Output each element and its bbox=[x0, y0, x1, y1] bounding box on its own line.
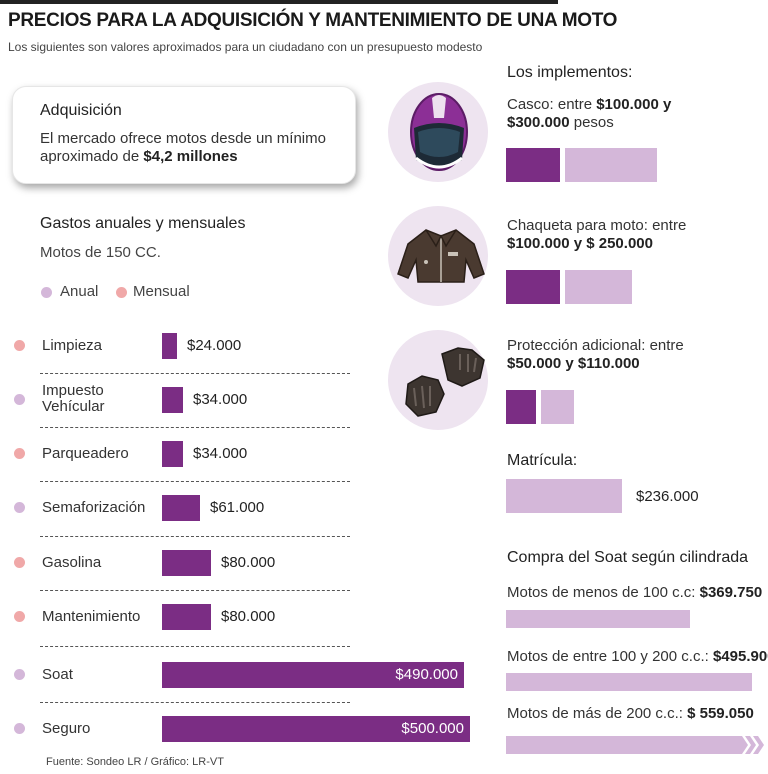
jacket-icon bbox=[397, 229, 485, 283]
gastos-title: Gastos anuales y mensuales bbox=[40, 215, 246, 232]
bar-label-soat: Soat bbox=[42, 666, 73, 683]
matricula-bar bbox=[506, 479, 622, 513]
period-dot-limpieza bbox=[14, 340, 25, 351]
period-dot-soat bbox=[14, 669, 25, 680]
soat-100-200-value: $495.900 bbox=[712, 648, 768, 665]
soat-100-200-text: Motos de entre 100 y 200 c.c.: bbox=[507, 648, 713, 665]
protection-text: Protección adicional: entre $50.000 y $11… bbox=[507, 337, 684, 373]
matricula-value: $236.000 bbox=[636, 488, 699, 505]
row-divider bbox=[40, 373, 350, 374]
row-divider bbox=[40, 481, 350, 482]
jacket-text-bold: $100.000 y $ 250.000 bbox=[507, 235, 653, 252]
row-divider bbox=[40, 702, 350, 703]
bar-gasolina bbox=[162, 550, 211, 576]
protection-text-bold: $50.000 y $110.000 bbox=[507, 355, 640, 372]
soat-over200-text: Motos de más de 200 c.c.: bbox=[507, 705, 688, 722]
page-subtitle: Los siguientes son valores aproximados p… bbox=[8, 40, 483, 54]
legend-dot-mensual bbox=[116, 287, 127, 298]
legend-label-anual: Anual bbox=[60, 283, 99, 300]
jacket-max-bar bbox=[565, 270, 632, 304]
row-divider bbox=[40, 590, 350, 591]
period-dot-impuesto-vehicular bbox=[14, 394, 25, 405]
bar-label-impuesto-vehicular: Impuesto Vehícular bbox=[42, 382, 105, 415]
top-rule bbox=[0, 0, 558, 4]
bar-value-parqueadero: $34.000 bbox=[193, 445, 248, 462]
bar-value-semaforizacion: $61.000 bbox=[210, 499, 265, 516]
soat-under100-bar bbox=[506, 610, 690, 628]
bar-soat bbox=[162, 662, 464, 688]
protection-max-bar bbox=[541, 390, 574, 424]
soat-under100-text: Motos de menos de 100 c.c: bbox=[507, 584, 700, 601]
jacket-min-bar bbox=[506, 270, 560, 304]
soat-over200-label: Motos de más de 200 c.c.: $ 559.050 bbox=[507, 705, 754, 722]
bar-limpieza bbox=[162, 333, 177, 359]
soat-over200-value: $ 559.050 bbox=[687, 705, 754, 722]
period-dot-semaforizacion bbox=[14, 502, 25, 513]
soat-under100-label: Motos de menos de 100 c.c: $369.750 bbox=[507, 584, 762, 601]
helmet-text-bold2: $300.000 bbox=[507, 114, 570, 131]
footer-source: Fuente: Sondeo LR / Gráfico: LR-VT bbox=[46, 756, 224, 768]
bar-label-limpieza: Limpieza bbox=[42, 337, 103, 354]
bar-semaforizacion bbox=[162, 495, 200, 521]
soat-under100-value: $369.750 bbox=[699, 584, 763, 601]
helmet-icon bbox=[410, 93, 468, 171]
bar-mantenimiento bbox=[162, 604, 211, 630]
period-dot-parqueadero bbox=[14, 448, 25, 459]
implements-title: Los implementos: bbox=[507, 64, 633, 81]
soat-over200-bar bbox=[506, 736, 736, 754]
legend-dot-anual bbox=[41, 287, 52, 298]
acquisition-title: Adquisición bbox=[40, 102, 122, 119]
gloves-icon bbox=[405, 347, 485, 417]
soat-cilindrada-title: Compra del Soat según cilindrada bbox=[507, 549, 749, 566]
row-divider bbox=[40, 536, 350, 537]
legend-label-mensual: Mensual bbox=[133, 283, 190, 300]
bar-value-soat: $490.000 bbox=[395, 666, 458, 683]
bar-value-seguro: $500.000 bbox=[401, 720, 464, 737]
jacket-text-line1: Chaqueta para moto: entre bbox=[507, 217, 687, 234]
row-divider bbox=[40, 427, 350, 428]
helmet-text: Casco: entre $100.000 y $300.000 pesos bbox=[507, 96, 671, 132]
bar-label-semaforizacion: Semaforización bbox=[42, 499, 146, 516]
protection-min-bar bbox=[506, 390, 536, 424]
page-title: PRECIOS PARA LA ADQUISICIÓN Y MANTENIMIE… bbox=[8, 10, 618, 31]
bar-impuesto-vehicular bbox=[162, 387, 183, 413]
helmet-text-tail: pesos bbox=[569, 114, 614, 131]
acquisition-highlight: $4,2 millones bbox=[143, 148, 238, 165]
bar-label-mantenimiento: Mantenimiento bbox=[42, 608, 141, 625]
period-dot-mantenimiento bbox=[14, 611, 25, 622]
bar-seguro bbox=[162, 716, 470, 742]
bar-value-impuesto-vehicular: $34.000 bbox=[193, 391, 248, 408]
soat-100-200-label: Motos de entre 100 y 200 c.c.: $495.900 bbox=[507, 648, 768, 665]
bar-value-mantenimiento: $80.000 bbox=[221, 608, 276, 625]
bar-label-seguro: Seguro bbox=[42, 720, 91, 737]
bar-label-parqueadero: Parqueadero bbox=[42, 445, 129, 462]
period-dot-seguro bbox=[14, 723, 25, 734]
helmet-text-line1: Casco: entre bbox=[507, 96, 597, 113]
row-divider bbox=[40, 646, 350, 647]
period-dot-gasolina bbox=[14, 557, 25, 568]
helmet-min-bar bbox=[506, 148, 560, 182]
bar-value-gasolina: $80.000 bbox=[221, 554, 276, 571]
bar-value-limpieza: $24.000 bbox=[187, 337, 242, 354]
bar-overflow-chevrons-icon bbox=[736, 736, 764, 754]
matricula-title: Matrícula: bbox=[507, 452, 578, 469]
bar-label-gasolina: Gasolina bbox=[42, 554, 102, 571]
acquisition-text-body: El mercado ofrece motos desde un mínimo … bbox=[40, 130, 326, 165]
acquisition-text: El mercado ofrece motos desde un mínimo … bbox=[40, 130, 340, 166]
helmet-text-bold1: $100.000 y bbox=[596, 96, 672, 113]
protection-text-line1: Protección adicional: entre bbox=[507, 337, 684, 354]
soat-100-200-bar bbox=[506, 673, 752, 691]
helmet-max-bar bbox=[565, 148, 657, 182]
bar-parqueadero bbox=[162, 441, 183, 467]
gastos-subtitle: Motos de 150 CC. bbox=[40, 244, 161, 261]
acquisition-card bbox=[12, 86, 356, 184]
jacket-text: Chaqueta para moto: entre $100.000 y $ 25… bbox=[507, 217, 686, 253]
